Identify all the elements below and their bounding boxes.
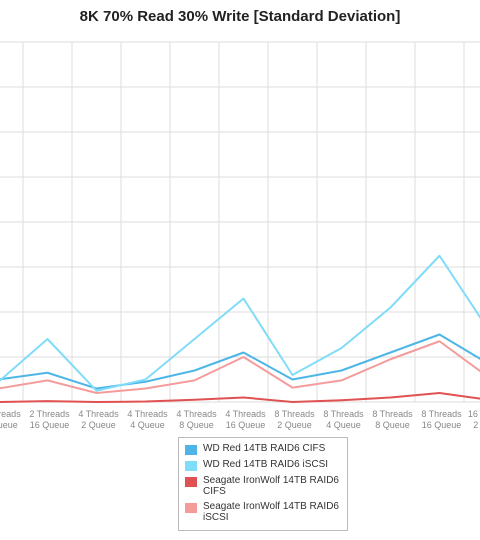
- legend-item[interactable]: Seagate IronWolf 14TB RAID6 iSCSI: [183, 501, 343, 523]
- legend-swatch: [185, 503, 197, 513]
- legend-label: WD Red 14TB RAID6 iSCSI: [203, 459, 329, 470]
- x-tick-label: 4 Threads 4 Queue: [127, 409, 168, 430]
- x-tick-label: 4 Threads 16 Queue: [225, 409, 266, 430]
- legend-swatch: [185, 477, 197, 487]
- legend-label: WD Red 14TB RAID6 CIFS: [203, 443, 326, 454]
- legend-item[interactable]: WD Red 14TB RAID6 iSCSI: [183, 459, 343, 471]
- legend-item[interactable]: WD Red 14TB RAID6 CIFS: [183, 443, 343, 455]
- legend-label: Seagate IronWolf 14TB RAID6 iSCSI: [203, 501, 339, 523]
- x-tick-label: 4 Threads 2 Queue: [78, 409, 119, 430]
- legend-item[interactable]: Seagate IronWolf 14TB RAID6 CIFS: [183, 475, 343, 497]
- x-tick-label: 8 Threads 2 Queue: [274, 409, 315, 430]
- x-tick-label: 8 Threads 8 Queue: [372, 409, 413, 430]
- legend-label: Seagate IronWolf 14TB RAID6 CIFS: [203, 475, 339, 497]
- legend-swatch: [185, 445, 197, 455]
- legend-swatch: [185, 461, 197, 471]
- chart-title: 8K 70% Read 30% Write [Standard Deviatio…: [79, 8, 401, 25]
- chart-legend: WD Red 14TB RAID6 CIFS WD Red 14TB RAID6 …: [178, 437, 348, 531]
- x-tick-label: 4 Threads 8 Queue: [176, 409, 217, 430]
- x-tick-label: 8 Threads 16 Queue: [421, 409, 462, 430]
- x-tick-label: 2 Threads 16 Queue: [29, 409, 70, 430]
- x-tick-label: 8 Threads 4 Queue: [323, 409, 364, 430]
